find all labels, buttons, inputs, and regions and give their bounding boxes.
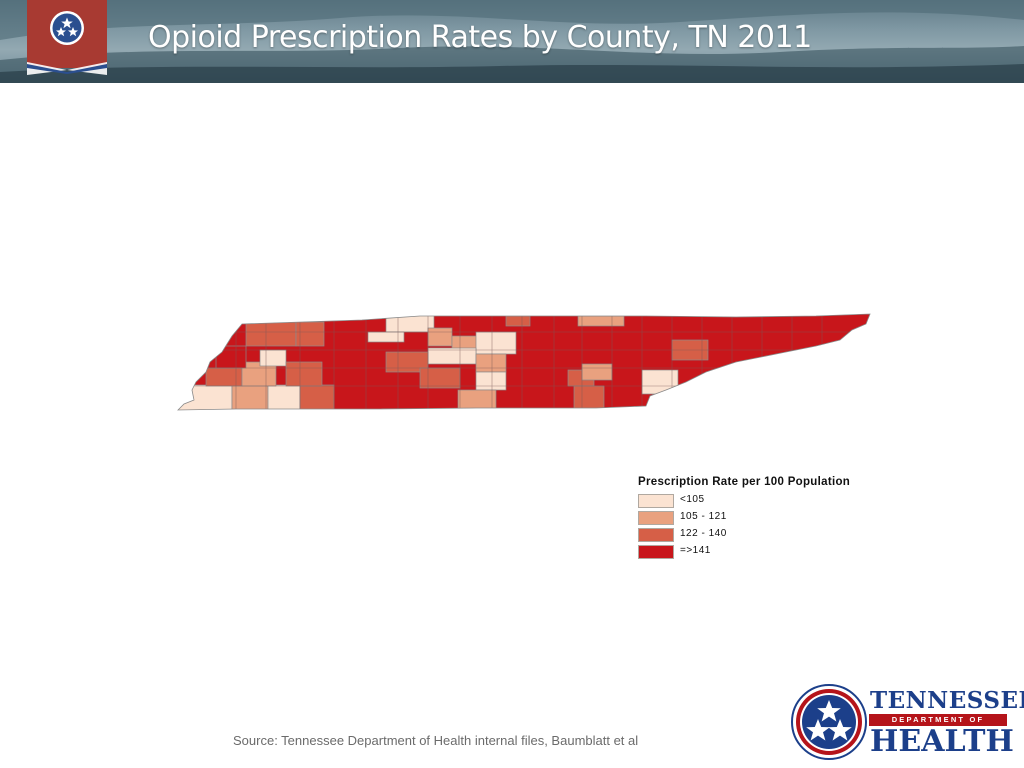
tennessee-county-map xyxy=(177,313,871,411)
legend-item: =>141 xyxy=(638,545,838,559)
county-trousdale xyxy=(475,331,517,355)
county-lincoln xyxy=(457,389,497,410)
county-robertson xyxy=(427,327,453,347)
county-bledsoe xyxy=(581,363,613,381)
county-tipton xyxy=(205,367,243,387)
county-marion xyxy=(573,385,605,410)
legend-swatch xyxy=(638,528,674,542)
county-clay xyxy=(577,315,625,327)
county-weakley xyxy=(295,321,325,347)
legend-label: 105 - 121 xyxy=(680,511,727,522)
legend-label: 122 - 140 xyxy=(680,528,727,539)
tn-health-logo: TENNESSEE DEPARTMENT OF HEALTH xyxy=(790,683,1024,761)
county-rutherford xyxy=(475,371,507,391)
tristar-icon xyxy=(791,684,867,760)
logo-dept-bar xyxy=(869,714,1007,726)
legend-item: 122 - 140 xyxy=(638,528,838,542)
map-legend: Prescription Rate per 100 Population <10… xyxy=(638,476,918,566)
county-mcminn xyxy=(641,369,679,395)
legend-label: =>141 xyxy=(680,545,711,556)
legend-title: Prescription Rate per 100 Population xyxy=(638,476,851,488)
legend-swatch xyxy=(638,545,674,559)
county-madison xyxy=(285,361,323,387)
tennessee-seal-icon xyxy=(27,0,107,75)
page-title: Opioid Prescription Rates by County, TN … xyxy=(148,20,812,55)
county-crockett xyxy=(259,349,287,367)
legend-swatch xyxy=(638,511,674,525)
legend-item: 105 - 121 xyxy=(638,511,838,525)
county-cheatham xyxy=(367,331,405,343)
county-dyer xyxy=(215,345,247,369)
legend-item: <105 xyxy=(638,494,838,508)
county-macon xyxy=(505,315,531,327)
county-shelby xyxy=(178,384,233,410)
county-obion xyxy=(245,321,297,347)
logo-health-text: HEALTH xyxy=(870,724,1014,759)
logo-department-text: DEPARTMENT OF xyxy=(891,715,985,724)
mountain-backdrop xyxy=(0,0,1024,83)
logo-tennessee-text: TENNESSEE xyxy=(870,687,1024,714)
county-williamson xyxy=(419,367,461,389)
county-wilson xyxy=(475,353,507,373)
legend-swatch xyxy=(638,494,674,508)
header-banner: Opioid Prescription Rates by County, TN … xyxy=(0,0,1024,83)
legend-label: <105 xyxy=(680,494,705,505)
county-davidson xyxy=(427,347,477,365)
source-citation: Source: Tennessee Department of Health i… xyxy=(233,733,639,748)
